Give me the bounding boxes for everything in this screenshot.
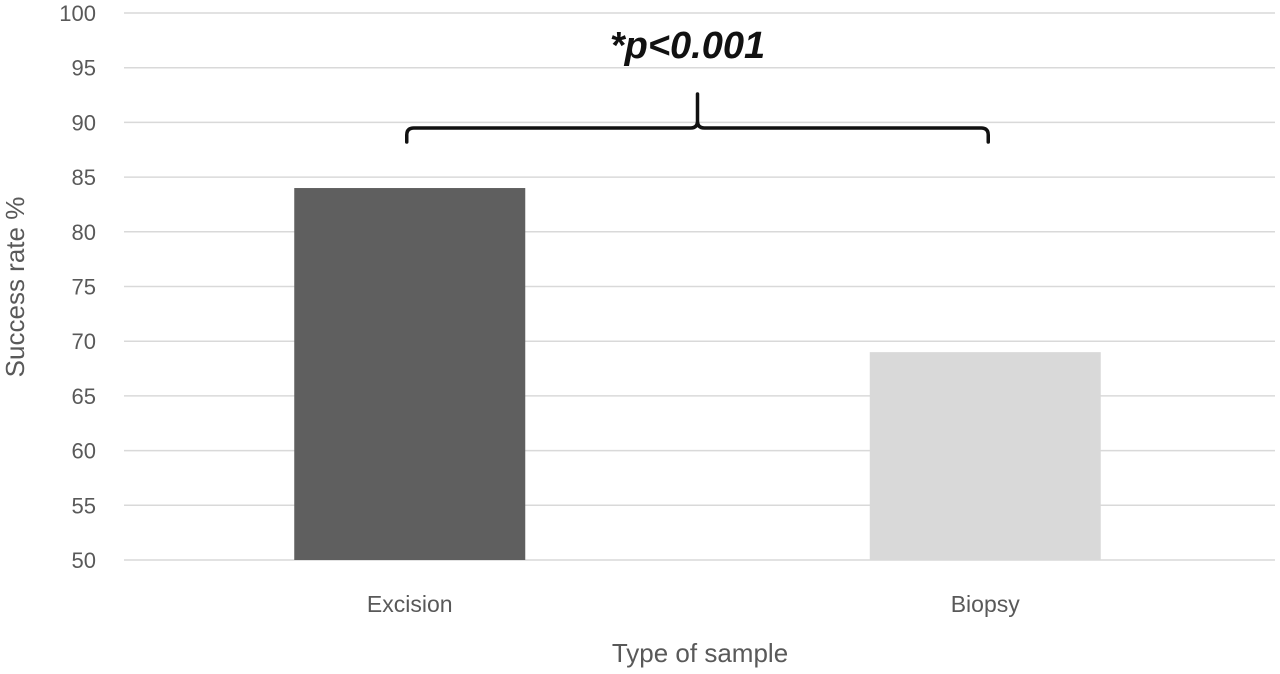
significance-label: *p<0.001 [610, 25, 765, 67]
significance-annotation: *p<0.001 [405, 25, 990, 144]
y-tick-label: 55 [72, 493, 96, 518]
bars [294, 188, 1101, 561]
x-tick-label: Excision [367, 591, 453, 617]
y-tick-label: 70 [72, 329, 96, 354]
y-tick-label: 95 [72, 56, 96, 81]
bar-biopsy [869, 352, 1101, 560]
bar-excision [294, 188, 526, 561]
y-tick-label: 50 [72, 548, 96, 573]
x-axis-title: Type of sample [612, 638, 788, 668]
category-labels: Excision Biopsy [367, 591, 1020, 617]
y-tick-label: 85 [72, 165, 96, 190]
x-tick-label: Biopsy [951, 591, 1021, 617]
y-tick-label: 80 [72, 220, 96, 245]
y-axis-title: Success rate % [0, 197, 30, 378]
y-tick-label: 75 [72, 275, 96, 300]
y-tick-label: 60 [72, 439, 96, 464]
y-tick-label: 90 [72, 110, 96, 135]
significance-bracket [405, 92, 990, 144]
y-tick-labels: 50 55 60 65 70 75 80 85 90 95 100 [59, 1, 96, 573]
y-tick-label: 100 [59, 1, 96, 26]
y-tick-label: 65 [72, 384, 96, 409]
